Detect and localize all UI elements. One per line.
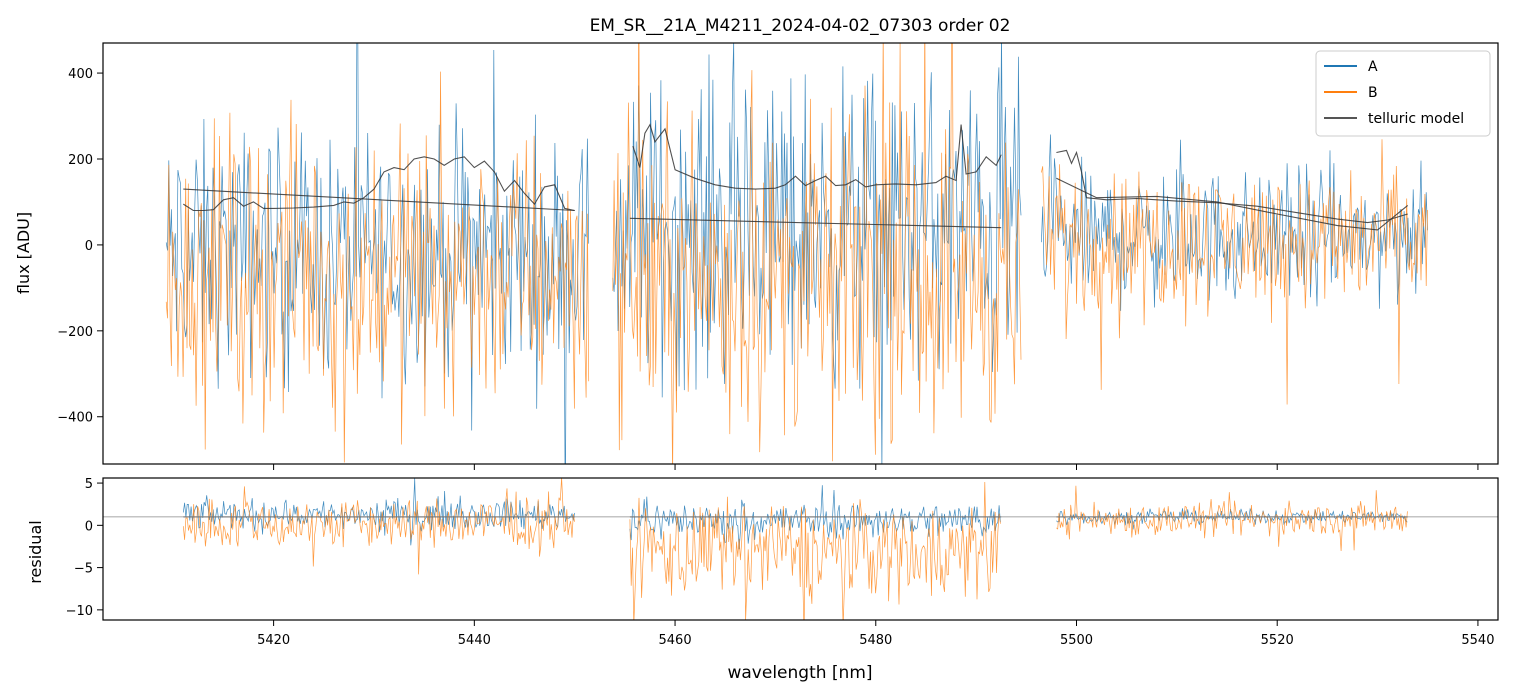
legend-label-telluric: telluric model bbox=[1368, 111, 1464, 127]
residual-y-ticks: −10 −5 0 5 bbox=[66, 477, 103, 619]
legend: A B telluric model bbox=[1315, 50, 1491, 137]
residual-y-tick-label: −10 bbox=[66, 604, 93, 619]
telluric-model-3 bbox=[1056, 149, 1408, 224]
residual-a-segment-3 bbox=[1056, 507, 1408, 530]
series-b-segment-1 bbox=[165, 71, 590, 463]
telluric-model-2 bbox=[632, 123, 1002, 190]
legend-frame bbox=[1315, 50, 1491, 137]
flux-panel: −400 −200 0 200 400 flux [ADU] A B telluric … bbox=[14, 42, 1499, 470]
residual-axes-frame bbox=[102, 477, 1499, 621]
x-tick-label: 5420 bbox=[257, 633, 290, 648]
x-tick-label: 5540 bbox=[1461, 633, 1494, 648]
residual-panel: −10 −5 0 5 5420 5440 5460 5480 5500 5520 5540 res… bbox=[26, 477, 1499, 683]
continuum-model-3 bbox=[1056, 177, 1409, 231]
residual-y-tick-label: 5 bbox=[85, 477, 93, 492]
flux-plot-area bbox=[165, 43, 1428, 464]
x-tick-label: 5460 bbox=[659, 633, 692, 648]
flux-x-ticks bbox=[273, 464, 1479, 470]
continuum-model-2 bbox=[629, 217, 1002, 229]
series-a-segment-1 bbox=[165, 43, 590, 464]
residual-y-tick-label: −5 bbox=[74, 562, 93, 577]
flux-y-tick-label: 400 bbox=[68, 67, 93, 82]
flux-axes-frame bbox=[102, 42, 1499, 465]
flux-y-ticks: −400 −200 0 200 400 bbox=[57, 67, 103, 426]
residual-x-ticks: 5420 5440 5460 5480 5500 5520 5540 bbox=[257, 620, 1494, 648]
legend-label-b: B bbox=[1368, 85, 1378, 101]
residual-y-tick-label: 0 bbox=[85, 519, 93, 534]
residual-b-segment-1 bbox=[182, 478, 575, 575]
x-tick-label: 5480 bbox=[859, 633, 892, 648]
telluric-model-1 bbox=[183, 156, 575, 212]
legend-label-a: A bbox=[1368, 59, 1378, 75]
chart-title: EM_SR__21A_M4211_2024-04-02_07303 order … bbox=[590, 16, 1011, 36]
flux-y-tick-label: 200 bbox=[68, 153, 93, 168]
x-axis-label: wavelength [nm] bbox=[727, 663, 872, 683]
x-tick-label: 5440 bbox=[458, 633, 491, 648]
residual-y-label: residual bbox=[26, 520, 45, 583]
series-a-segment-3 bbox=[1041, 134, 1428, 311]
x-tick-label: 5520 bbox=[1261, 633, 1294, 648]
flux-y-tick-label: −200 bbox=[57, 325, 93, 340]
residual-a-segment-1 bbox=[182, 478, 575, 546]
residual-b-segment-2 bbox=[629, 481, 1001, 620]
continuum-model-1 bbox=[183, 188, 575, 212]
series-b-segment-2 bbox=[612, 43, 1022, 464]
flux-y-tick-label: −400 bbox=[57, 411, 93, 426]
series-b-segment-3 bbox=[1041, 139, 1428, 405]
x-tick-label: 5500 bbox=[1060, 633, 1093, 648]
series-a-segment-2 bbox=[612, 43, 1022, 464]
flux-y-label: flux [ADU] bbox=[14, 212, 33, 294]
residual-plot-area bbox=[103, 478, 1498, 620]
flux-y-tick-label: 0 bbox=[85, 239, 93, 254]
